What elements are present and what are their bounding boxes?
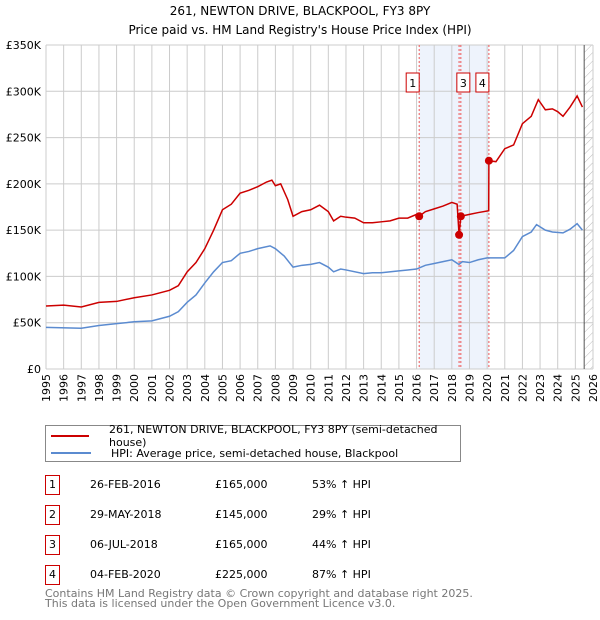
chart-title: 261, NEWTON DRIVE, BLACKPOOL, FY3 8PY [170, 4, 431, 18]
sale-label-box [475, 72, 490, 93]
sale-hpi-diff: 53% ↑ HPI [312, 478, 371, 491]
sale-point [415, 212, 424, 221]
y-tick-label: £200K [6, 178, 42, 191]
x-tick-label: 2022 [516, 374, 529, 402]
y-tick-label: £0 [27, 363, 41, 376]
sale-number-badge: 1 [45, 475, 60, 495]
x-tick-label: 2019 [463, 374, 476, 402]
legend: 261, NEWTON DRIVE, BLACKPOOL, FY3 8PY (s… [45, 423, 461, 462]
x-tick-label: 2013 [358, 374, 371, 402]
sale-label-box [456, 72, 471, 93]
sale-label-number: 3 [460, 77, 467, 90]
x-tick-label: 2017 [428, 374, 441, 402]
x-tick-label: 1999 [111, 374, 124, 402]
sale-price: £165,000 [215, 478, 268, 491]
x-tick-label: 1997 [75, 374, 88, 402]
sales-table-row: 4 04-FEB-2020 £225,000 87% ↑ HPI [45, 565, 445, 585]
chart-subtitle: Price paid vs. HM Land Registry's House … [128, 23, 471, 37]
sales-table-row: 3 06-JUL-2018 £165,000 44% ↑ HPI [45, 535, 445, 555]
x-tick-label: 2026 [587, 374, 600, 402]
sale-label-number: 4 [479, 77, 486, 90]
shaded-period [419, 45, 489, 369]
x-tick-label: 2002 [164, 374, 177, 402]
sale-label-box [405, 72, 420, 93]
footer-line-2: This data is licensed under the Open Gov… [45, 597, 396, 610]
x-tick-label: 2023 [534, 374, 547, 402]
x-tick-label: 2004 [199, 374, 212, 402]
x-tick-label: 2015 [393, 374, 406, 402]
y-tick-label: £150K [6, 224, 42, 237]
x-tick-label: 2018 [446, 374, 459, 402]
sale-hpi-diff: 44% ↑ HPI [312, 538, 371, 551]
price-chart: 261, NEWTON DRIVE, BLACKPOOL, FY3 8PY Pr… [6, 4, 600, 402]
legend-label-hpi: HPI: Average price, semi-detached house,… [111, 446, 399, 460]
legend-swatch-red [51, 435, 89, 437]
y-tick-label: £250K [6, 132, 42, 145]
sale-date: 29-MAY-2018 [90, 508, 162, 521]
sale-hpi-diff: 87% ↑ HPI [312, 568, 371, 581]
price-paid-line [45, 94, 584, 308]
x-tick-label: 2021 [499, 374, 512, 402]
future-hatch [584, 45, 593, 369]
y-tick-label: £350K [6, 39, 42, 52]
x-tick-label: 2007 [252, 374, 265, 402]
sale-hpi-diff: 29% ↑ HPI [312, 508, 371, 521]
sale-number-badge: 4 [45, 565, 60, 585]
sale-label-number: 1 [409, 77, 416, 90]
sale-price: £225,000 [215, 568, 268, 581]
footer-line-1: Contains HM Land Registry data © Crown c… [45, 587, 473, 600]
sales-table-row: 1 26-FEB-2016 £165,000 53% ↑ HPI [45, 475, 445, 495]
x-tick-label: 2001 [146, 374, 159, 402]
x-tick-label: 2006 [234, 374, 247, 402]
x-tick-label: 2010 [305, 374, 318, 402]
sale-date: 26-FEB-2016 [90, 478, 161, 491]
sale-price: £165,000 [215, 538, 268, 551]
sale-number-badge: 2 [45, 505, 60, 525]
hpi-line [45, 222, 583, 330]
x-tick-label: 2025 [569, 374, 582, 402]
x-tick-label: 2024 [552, 374, 565, 402]
y-tick-label: £50K [13, 317, 42, 330]
x-tick-label: 2005 [216, 374, 229, 402]
x-tick-label: 2008 [269, 374, 282, 402]
x-tick-label: 2016 [411, 374, 424, 402]
y-tick-label: £300K [6, 85, 42, 98]
x-tick-label: 2000 [128, 374, 141, 402]
sale-point [484, 156, 493, 165]
x-tick-label: 1998 [93, 374, 106, 402]
x-tick-label: 2009 [287, 374, 300, 402]
x-tick-label: 2011 [322, 374, 335, 402]
y-tick-label: £100K [6, 270, 42, 283]
sale-date: 04-FEB-2020 [90, 568, 161, 581]
x-tick-label: 1995 [40, 374, 53, 402]
x-tick-label: 2020 [481, 374, 494, 402]
legend-label-property: 261, NEWTON DRIVE, BLACKPOOL, FY3 8PY (s… [109, 423, 438, 449]
footer: Contains HM Land Registry data © Crown c… [45, 587, 473, 610]
sale-price: £145,000 [215, 508, 268, 521]
x-tick-label: 1996 [58, 374, 71, 402]
sales-table-row: 2 29-MAY-2018 £145,000 29% ↑ HPI [45, 505, 445, 525]
sale-point [455, 230, 464, 239]
sale-date: 06-JUL-2018 [90, 538, 158, 551]
x-tick-label: 2012 [340, 374, 353, 402]
sale-number-badge: 3 [45, 535, 60, 555]
legend-swatch-blue [51, 452, 91, 454]
sale-point [456, 212, 465, 221]
x-tick-label: 2014 [375, 374, 388, 402]
x-tick-label: 2003 [181, 374, 194, 402]
